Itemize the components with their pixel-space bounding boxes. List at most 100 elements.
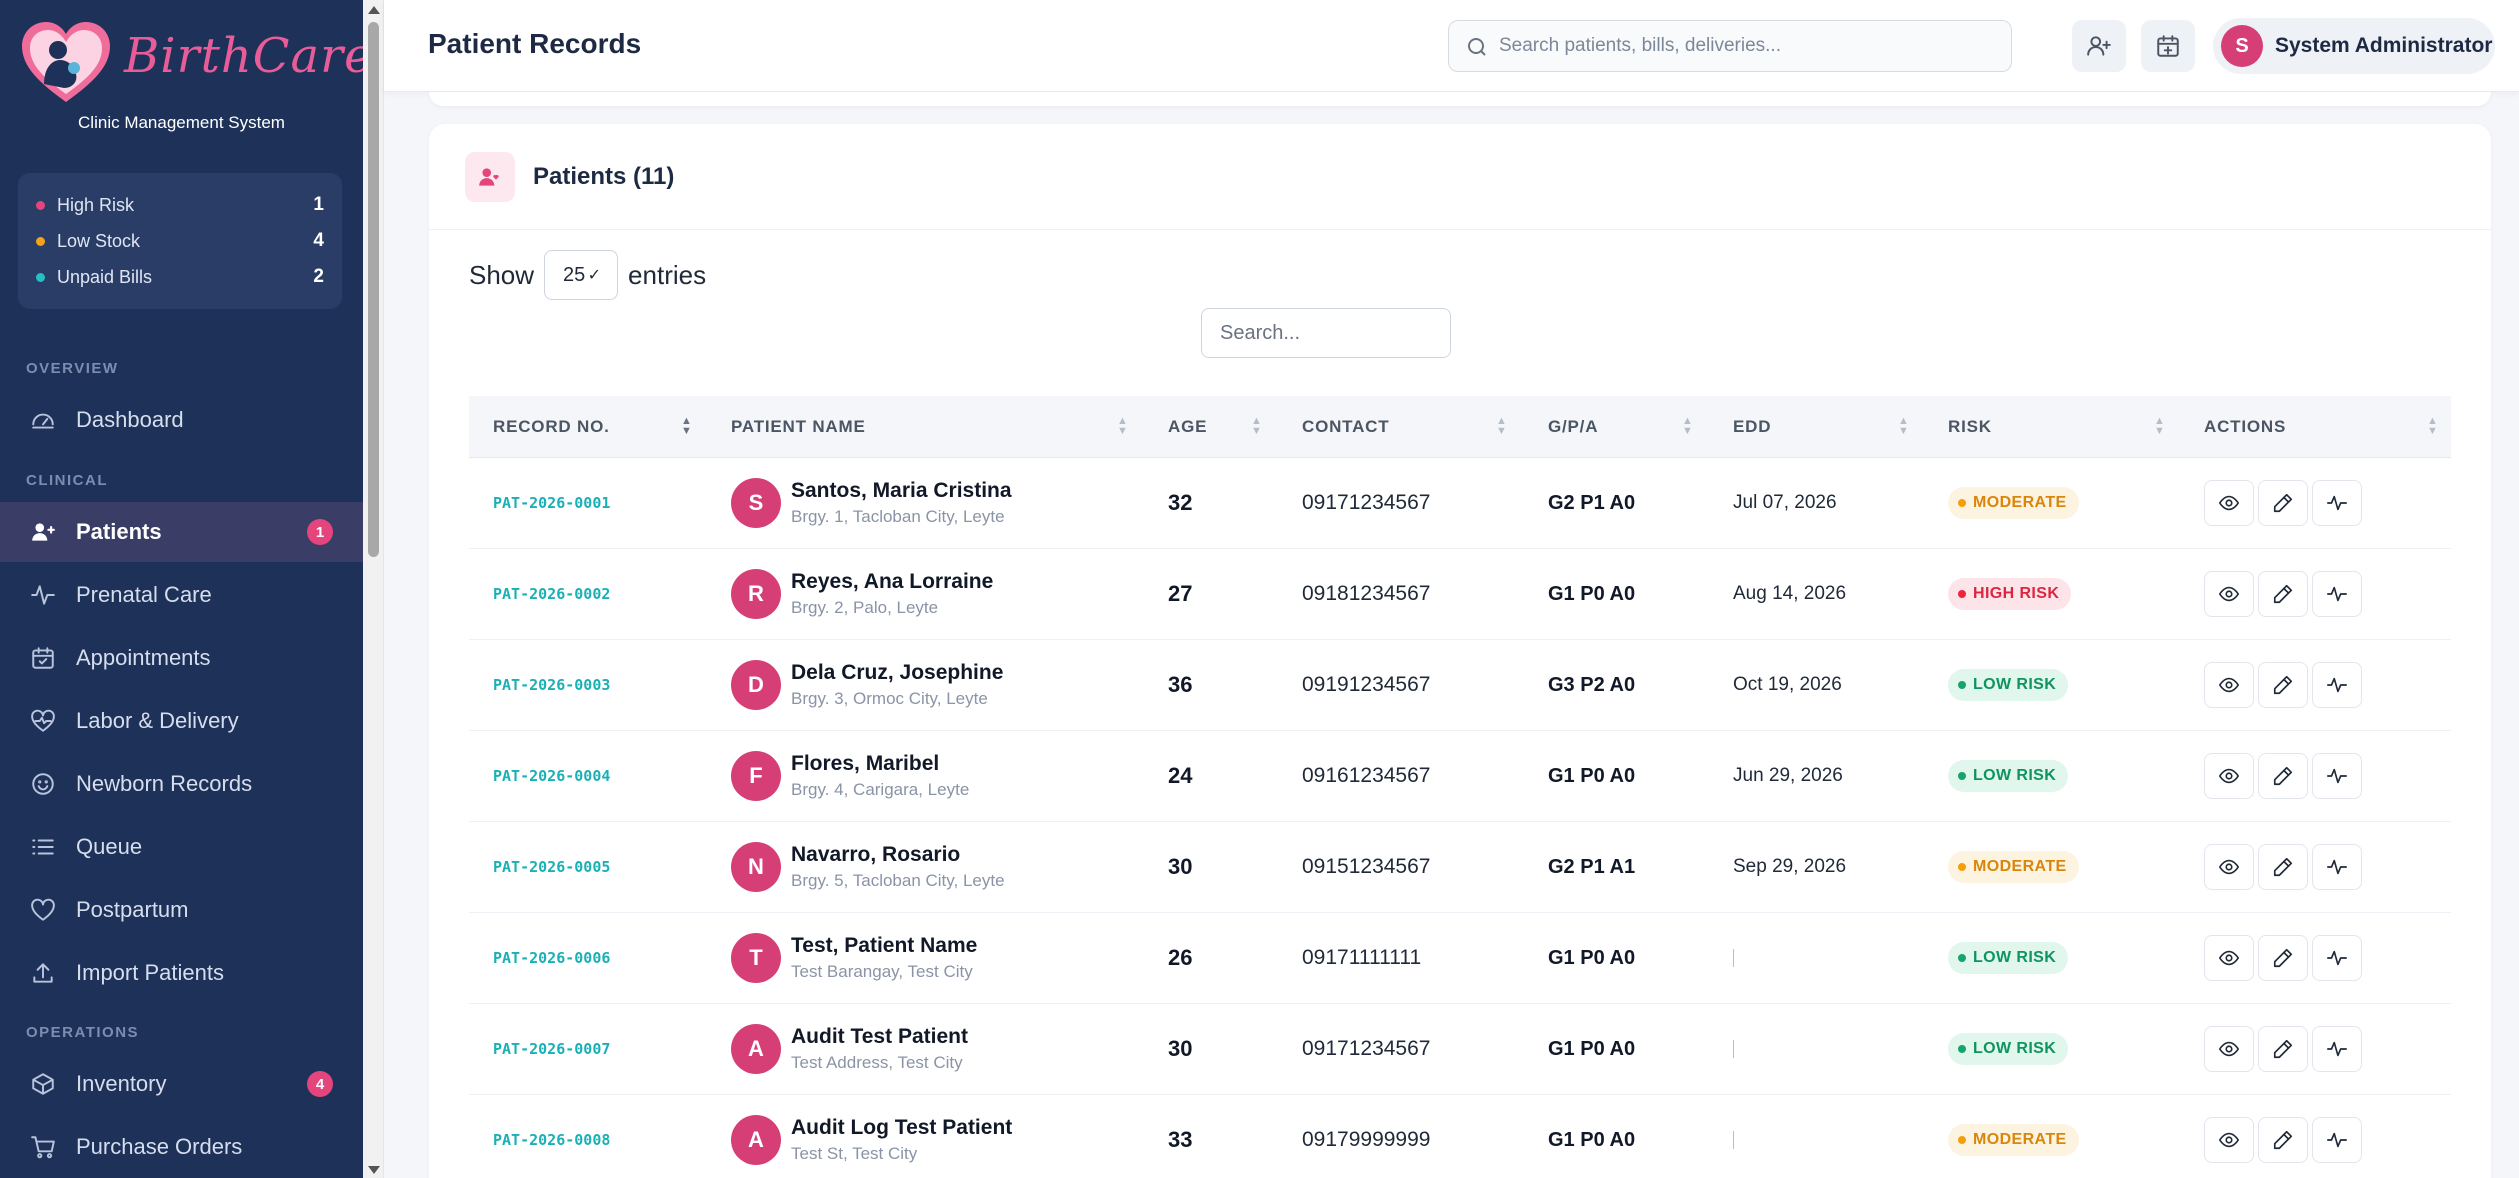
sort-icon[interactable]: ▲ ▼	[2427, 415, 2438, 437]
record-link[interactable]: PAT-2026-0003	[493, 676, 611, 694]
scroll-up-arrow-icon[interactable]	[368, 6, 380, 14]
sidebar-item-queue[interactable]: Queue	[0, 817, 363, 877]
column-gpa[interactable]: G/P/A	[1548, 396, 1598, 458]
table-row[interactable]: PAT-2026-0007 A Audit Test Patient Test Add…	[469, 1004, 2451, 1095]
vitals-button[interactable]	[2312, 1117, 2362, 1163]
users-icon	[32, 523, 55, 541]
sidebar-item-purchase-orders[interactable]: Purchase Orders	[0, 1117, 363, 1177]
edit-button[interactable]	[2258, 571, 2308, 617]
sort-icon[interactable]: ▲ ▼	[1251, 415, 1262, 437]
sidebar-item-inventory[interactable]: Inventory 4	[0, 1054, 363, 1114]
scrollbar-thumb[interactable]	[368, 22, 379, 557]
record-link[interactable]: PAT-2026-0008	[493, 1131, 611, 1149]
vitals-button[interactable]	[2312, 480, 2362, 526]
view-button[interactable]	[2204, 844, 2254, 890]
patient-name[interactable]: Santos, Maria Cristina	[791, 479, 1012, 502]
view-button[interactable]	[2204, 1026, 2254, 1072]
table-row[interactable]: PAT-2026-0004 F Flores, Maribel Brgy. 4, Ca…	[469, 731, 2451, 822]
alert-low-stock[interactable]: Low Stock 4	[34, 223, 326, 259]
column-record-no[interactable]: RECORD NO.	[493, 396, 610, 458]
card-header: Patients (11)	[429, 124, 2491, 230]
gpa-value: G1 P0 A0	[1548, 1037, 1636, 1060]
table-row[interactable]: PAT-2026-0006 T Test, Patient Name Test Bar…	[469, 913, 2451, 1004]
view-button[interactable]	[2204, 571, 2254, 617]
table-row[interactable]: PAT-2026-0005 N Navarro, Rosario Brgy. 5, T…	[469, 822, 2451, 913]
vitals-button[interactable]	[2312, 935, 2362, 981]
record-link[interactable]: PAT-2026-0001	[493, 494, 611, 512]
add-patient-button[interactable]	[2072, 20, 2126, 72]
view-button[interactable]	[2204, 1117, 2254, 1163]
scroll-down-arrow-icon[interactable]	[368, 1166, 380, 1174]
global-search-input[interactable]: Search patients, bills, deliveries...	[1448, 20, 2012, 72]
count-badge: 1	[307, 519, 333, 545]
user-menu[interactable]: S System Administrator	[2213, 18, 2495, 74]
sidebar-item-postpartum[interactable]: Postpartum	[0, 880, 363, 940]
record-link[interactable]: PAT-2026-0002	[493, 585, 611, 603]
contact-value: 09171234567	[1302, 491, 1431, 514]
alert-unpaid-bills[interactable]: Unpaid Bills 2	[34, 259, 326, 295]
column-risk[interactable]: RISK	[1948, 396, 1992, 458]
patient-name[interactable]: Dela Cruz, Josephine	[791, 661, 1004, 684]
sort-icon[interactable]: ▲ ▼	[1496, 415, 1507, 437]
eye-icon	[2218, 674, 2240, 696]
user-plus-icon	[2087, 36, 2111, 56]
patient-name[interactable]: Flores, Maribel	[791, 752, 940, 775]
patient-name[interactable]: Reyes, Ana Lorraine	[791, 570, 994, 593]
edit-button[interactable]	[2258, 1117, 2308, 1163]
patient-name[interactable]: Navarro, Rosario	[791, 843, 961, 866]
sidebar-scrollbar[interactable]	[363, 0, 384, 1178]
edit-button[interactable]	[2258, 480, 2308, 526]
edit-button[interactable]	[2258, 662, 2308, 708]
patient-name[interactable]: Audit Log Test Patient	[791, 1116, 1013, 1139]
column-patient-name[interactable]: PATIENT NAME	[731, 396, 866, 458]
edit-button[interactable]	[2258, 935, 2308, 981]
sidebar-item-dashboard[interactable]: Dashboard	[0, 390, 363, 450]
vitals-button[interactable]	[2312, 753, 2362, 799]
search-placeholder: Search patients, bills, deliveries...	[1499, 35, 1781, 56]
vitals-button[interactable]	[2312, 571, 2362, 617]
column-age[interactable]: AGE	[1168, 396, 1207, 458]
record-link[interactable]: PAT-2026-0007	[493, 1040, 611, 1058]
sidebar-item-newborn-records[interactable]: Newborn Records	[0, 754, 363, 814]
view-button[interactable]	[2204, 662, 2254, 708]
patient-name[interactable]: Test, Patient Name	[791, 934, 978, 957]
nav-section-operations: OPERATIONS	[26, 1024, 140, 1041]
patient-name[interactable]: Audit Test Patient	[791, 1025, 968, 1048]
table-row[interactable]: PAT-2026-0008 A Audit Log Test Patient Test…	[469, 1095, 2451, 1178]
edit-button[interactable]	[2258, 753, 2308, 799]
sort-icon[interactable]: ▲ ▼	[1117, 415, 1128, 437]
sidebar-item-prenatal-care[interactable]: Prenatal Care	[0, 565, 363, 625]
alert-high-risk[interactable]: High Risk 1	[34, 187, 326, 223]
table-row[interactable]: PAT-2026-0003 D Dela Cruz, Josephine Brgy. …	[469, 640, 2451, 731]
edit-button[interactable]	[2258, 1026, 2308, 1072]
sidebar-item-labor-delivery[interactable]: Labor & Delivery	[0, 691, 363, 751]
table-row[interactable]: PAT-2026-0002 R Reyes, Ana Lorraine Brgy. 2…	[469, 549, 2451, 640]
record-link[interactable]: PAT-2026-0006	[493, 949, 611, 967]
brand[interactable]: BirthCare Clinic Management System	[0, 0, 363, 152]
new-appointment-button[interactable]	[2141, 20, 2195, 72]
vitals-button[interactable]	[2312, 662, 2362, 708]
view-button[interactable]	[2204, 753, 2254, 799]
box-icon	[32, 1073, 54, 1095]
view-button[interactable]	[2204, 480, 2254, 526]
sort-icon[interactable]: ▲ ▼	[2154, 415, 2165, 437]
record-link[interactable]: PAT-2026-0005	[493, 858, 611, 876]
record-link[interactable]: PAT-2026-0004	[493, 767, 611, 785]
view-button[interactable]	[2204, 935, 2254, 981]
sidebar-item-patients[interactable]: Patients 1	[0, 502, 363, 562]
entries-select[interactable]: 25 ✓	[544, 250, 619, 300]
sort-asc-icon[interactable]: ▲ ▼	[681, 415, 692, 437]
pencil-icon	[2272, 765, 2294, 787]
vitals-button[interactable]	[2312, 844, 2362, 890]
column-contact[interactable]: CONTACT	[1302, 396, 1389, 458]
column-edd[interactable]: EDD	[1733, 396, 1771, 458]
edit-button[interactable]	[2258, 844, 2308, 890]
sidebar-item-appointments[interactable]: Appointments	[0, 628, 363, 688]
sidebar-item-import-patients[interactable]: Import Patients	[0, 943, 363, 1003]
sort-icon[interactable]: ▲ ▼	[1682, 415, 1693, 437]
contact-value: 09171234567	[1302, 1037, 1431, 1060]
vitals-button[interactable]	[2312, 1026, 2362, 1072]
table-search-input[interactable]: Search...	[1201, 308, 1451, 358]
table-row[interactable]: PAT-2026-0001 S Santos, Maria Cristina Brgy…	[469, 458, 2451, 549]
sort-icon[interactable]: ▲ ▼	[1898, 415, 1909, 437]
